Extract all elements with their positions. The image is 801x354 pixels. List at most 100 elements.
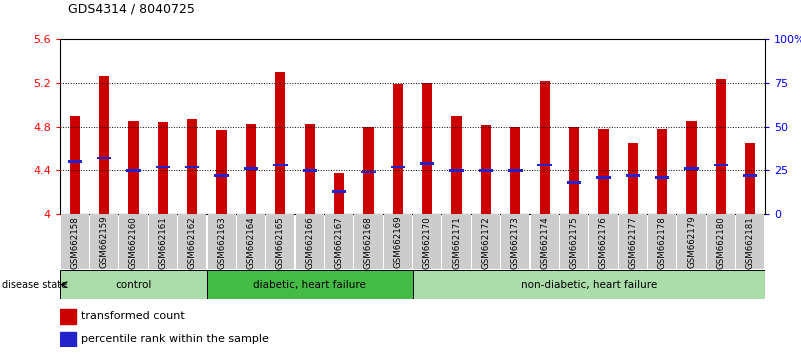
Text: GSM662178: GSM662178 bbox=[658, 216, 666, 269]
Text: percentile rank within the sample: percentile rank within the sample bbox=[82, 334, 269, 344]
Bar bbox=[215, 175, 229, 177]
Text: GSM662181: GSM662181 bbox=[746, 216, 755, 269]
Bar bbox=[716, 79, 726, 214]
Bar bbox=[452, 116, 461, 214]
Bar bbox=[569, 126, 579, 214]
Bar bbox=[187, 119, 197, 214]
Bar bbox=[67, 160, 82, 163]
Text: GSM662163: GSM662163 bbox=[217, 216, 226, 269]
FancyBboxPatch shape bbox=[207, 214, 235, 269]
Bar bbox=[657, 129, 667, 214]
Text: GSM662167: GSM662167 bbox=[335, 216, 344, 269]
Text: GSM662162: GSM662162 bbox=[187, 216, 197, 269]
Text: transformed count: transformed count bbox=[82, 311, 185, 321]
Bar bbox=[276, 72, 285, 214]
Text: GSM662176: GSM662176 bbox=[599, 216, 608, 269]
Text: diabetic, heart failure: diabetic, heart failure bbox=[253, 280, 366, 290]
Text: GSM662179: GSM662179 bbox=[687, 216, 696, 268]
Bar bbox=[596, 176, 610, 178]
Bar bbox=[246, 124, 256, 214]
FancyBboxPatch shape bbox=[354, 214, 383, 269]
Text: GSM662168: GSM662168 bbox=[364, 216, 373, 269]
Bar bbox=[743, 175, 758, 177]
Bar bbox=[481, 125, 491, 214]
FancyBboxPatch shape bbox=[207, 270, 413, 299]
Bar bbox=[127, 169, 141, 172]
Bar bbox=[540, 81, 549, 214]
Bar bbox=[508, 169, 522, 172]
Text: GSM662170: GSM662170 bbox=[423, 216, 432, 269]
FancyBboxPatch shape bbox=[296, 214, 324, 269]
Bar bbox=[598, 129, 609, 214]
Bar bbox=[392, 84, 403, 214]
FancyBboxPatch shape bbox=[60, 270, 207, 299]
Text: GSM662158: GSM662158 bbox=[70, 216, 79, 269]
Text: non-diabetic, heart failure: non-diabetic, heart failure bbox=[521, 280, 657, 290]
Bar bbox=[510, 126, 521, 214]
Bar bbox=[244, 167, 258, 170]
Bar bbox=[361, 171, 376, 173]
FancyBboxPatch shape bbox=[706, 214, 735, 269]
FancyBboxPatch shape bbox=[178, 214, 207, 269]
Bar bbox=[155, 166, 170, 168]
Bar bbox=[567, 181, 582, 184]
FancyBboxPatch shape bbox=[90, 214, 119, 269]
Bar bbox=[420, 162, 434, 165]
Bar bbox=[479, 169, 493, 172]
Bar bbox=[714, 164, 728, 166]
Text: GSM662180: GSM662180 bbox=[716, 216, 726, 269]
FancyBboxPatch shape bbox=[384, 214, 412, 269]
Bar bbox=[628, 143, 638, 214]
Bar bbox=[334, 172, 344, 214]
FancyBboxPatch shape bbox=[266, 214, 295, 269]
Bar bbox=[422, 83, 433, 214]
FancyBboxPatch shape bbox=[413, 214, 441, 269]
Bar bbox=[158, 122, 168, 214]
Text: GSM662177: GSM662177 bbox=[628, 216, 638, 269]
FancyBboxPatch shape bbox=[149, 214, 177, 269]
Bar bbox=[128, 121, 139, 214]
Text: GSM662166: GSM662166 bbox=[305, 216, 314, 269]
FancyBboxPatch shape bbox=[736, 214, 764, 269]
Text: GSM662173: GSM662173 bbox=[511, 216, 520, 269]
Text: disease state: disease state bbox=[2, 280, 66, 290]
FancyBboxPatch shape bbox=[61, 214, 89, 269]
Bar bbox=[70, 116, 80, 214]
FancyBboxPatch shape bbox=[119, 214, 147, 269]
FancyBboxPatch shape bbox=[648, 214, 676, 269]
Text: GSM662171: GSM662171 bbox=[452, 216, 461, 269]
Bar bbox=[686, 121, 697, 214]
Text: GDS4314 / 8040725: GDS4314 / 8040725 bbox=[68, 3, 195, 16]
Bar bbox=[745, 143, 755, 214]
FancyBboxPatch shape bbox=[678, 214, 706, 269]
Bar bbox=[99, 76, 109, 214]
Bar bbox=[60, 332, 75, 347]
Bar bbox=[216, 130, 227, 214]
Text: GSM662164: GSM662164 bbox=[247, 216, 256, 269]
Bar bbox=[332, 190, 346, 193]
Bar bbox=[626, 175, 640, 177]
FancyBboxPatch shape bbox=[501, 214, 529, 269]
Text: GSM662175: GSM662175 bbox=[570, 216, 578, 269]
Bar bbox=[304, 124, 315, 214]
Text: GSM662169: GSM662169 bbox=[393, 216, 402, 268]
Bar bbox=[185, 166, 199, 168]
Text: GSM662174: GSM662174 bbox=[540, 216, 549, 269]
Text: GSM662161: GSM662161 bbox=[159, 216, 167, 269]
FancyBboxPatch shape bbox=[325, 214, 353, 269]
FancyBboxPatch shape bbox=[560, 214, 588, 269]
Text: GSM662159: GSM662159 bbox=[99, 216, 109, 268]
FancyBboxPatch shape bbox=[618, 214, 647, 269]
Text: GSM662165: GSM662165 bbox=[276, 216, 285, 269]
FancyBboxPatch shape bbox=[442, 214, 471, 269]
Bar bbox=[97, 157, 111, 159]
Text: GSM662172: GSM662172 bbox=[481, 216, 490, 269]
Bar bbox=[655, 176, 670, 178]
Bar bbox=[364, 126, 373, 214]
Bar bbox=[684, 167, 698, 170]
Text: control: control bbox=[115, 280, 151, 290]
Bar bbox=[391, 166, 405, 168]
Bar bbox=[303, 169, 317, 172]
FancyBboxPatch shape bbox=[530, 214, 559, 269]
FancyBboxPatch shape bbox=[590, 214, 618, 269]
